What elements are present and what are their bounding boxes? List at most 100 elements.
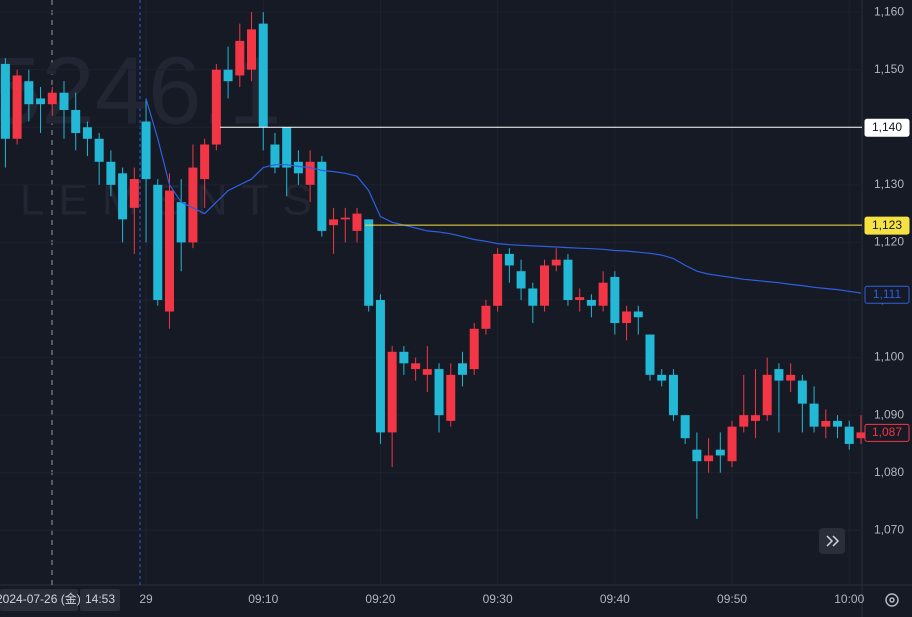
candle-body bbox=[223, 69, 233, 82]
y-tick-label: 1,100 bbox=[874, 350, 904, 364]
x-tick-label: 09:50 bbox=[717, 592, 747, 606]
candle-body bbox=[399, 351, 409, 364]
candle-body bbox=[680, 415, 690, 439]
settings-icon-core bbox=[889, 597, 895, 603]
y-tick-label: 1,150 bbox=[874, 62, 904, 76]
candle-body bbox=[668, 374, 678, 416]
price-label-box bbox=[864, 285, 910, 304]
candle-body bbox=[106, 161, 116, 185]
candle-body bbox=[317, 161, 327, 231]
crosshair-date: 2024-07-26 (金) bbox=[0, 591, 81, 606]
candle-body bbox=[692, 449, 702, 462]
candle-body bbox=[118, 173, 128, 220]
candle-body bbox=[411, 363, 421, 370]
price-label-box bbox=[864, 423, 910, 442]
candle-body bbox=[446, 374, 456, 421]
candle-body bbox=[188, 167, 198, 243]
x-tick-label: 09:10 bbox=[248, 592, 278, 606]
candle-body bbox=[352, 213, 362, 231]
candle-body bbox=[434, 369, 444, 416]
candle-body bbox=[340, 217, 350, 220]
candle-body bbox=[235, 40, 245, 76]
price-label-box bbox=[864, 216, 910, 235]
price-label: 1,123 bbox=[872, 218, 902, 232]
candle-body bbox=[422, 369, 432, 375]
x-tick-label: 10:00 bbox=[834, 592, 864, 606]
y-tick-label: 1,160 bbox=[874, 4, 904, 18]
x-tick-label: 09:20 bbox=[365, 592, 395, 606]
candle-body bbox=[575, 297, 585, 300]
plot: 1,0701,0801,0901,1001,1101,1201,1301,140… bbox=[0, 4, 910, 607]
crosshair-time: 14:53 bbox=[85, 592, 115, 606]
candle-body bbox=[809, 403, 819, 427]
candle-body bbox=[797, 380, 807, 404]
candle-body bbox=[727, 426, 737, 462]
x-tick-label: 09:40 bbox=[600, 592, 630, 606]
candle-body bbox=[176, 202, 186, 243]
candle-body bbox=[586, 299, 596, 306]
candle-body bbox=[704, 455, 714, 462]
candle-body bbox=[856, 432, 866, 439]
candle-body bbox=[282, 127, 292, 168]
y-tick-label: 1,070 bbox=[874, 522, 904, 536]
candle-body bbox=[833, 420, 843, 427]
candle-body bbox=[59, 92, 69, 110]
candle-body bbox=[24, 81, 34, 105]
price-label-box bbox=[864, 118, 910, 137]
candle-body bbox=[622, 311, 632, 324]
candle-body bbox=[364, 219, 374, 306]
scroll-button[interactable] bbox=[819, 528, 845, 554]
candle-body bbox=[293, 161, 303, 174]
price-label: 1,111 bbox=[873, 287, 902, 301]
candle-body bbox=[774, 369, 784, 381]
candle-body bbox=[457, 363, 467, 375]
candle-body bbox=[610, 276, 620, 324]
candle-body bbox=[786, 374, 796, 381]
crosshair-date-box bbox=[0, 589, 78, 611]
candle-body bbox=[762, 374, 772, 416]
watermark-code: 5246.1 bbox=[0, 37, 282, 144]
x-tick-label: 29 bbox=[139, 592, 153, 606]
candle-body bbox=[36, 98, 46, 105]
candle-body bbox=[598, 282, 608, 306]
candle-body bbox=[493, 253, 503, 306]
candle-body bbox=[844, 426, 854, 444]
candle-body bbox=[258, 23, 268, 128]
candle-body bbox=[375, 299, 385, 433]
candle-body bbox=[528, 288, 538, 306]
settings-icon[interactable] bbox=[885, 593, 899, 607]
candle-body bbox=[750, 415, 760, 421]
candle-body bbox=[141, 121, 151, 180]
candle-body bbox=[164, 190, 174, 312]
scroll-icon bbox=[826, 535, 840, 547]
crosshair-time-box bbox=[80, 589, 120, 611]
y-tick-label: 1,120 bbox=[874, 235, 904, 249]
candle-body bbox=[129, 179, 139, 208]
candle-body bbox=[563, 259, 573, 300]
candle-body bbox=[200, 144, 210, 180]
candle-body bbox=[469, 328, 479, 370]
candle-body bbox=[247, 29, 257, 70]
candle-body bbox=[516, 271, 526, 289]
candle-body bbox=[739, 415, 749, 427]
candle-body bbox=[387, 351, 397, 433]
candle-body bbox=[657, 374, 667, 381]
y-tick-label: 1,130 bbox=[874, 177, 904, 191]
price-label: 1,087 bbox=[872, 425, 902, 439]
settings-button[interactable] bbox=[885, 593, 899, 607]
candle-body bbox=[645, 334, 655, 375]
candle-body bbox=[481, 305, 491, 329]
candle-body bbox=[211, 69, 221, 145]
candle-body bbox=[504, 253, 514, 266]
y-tick-label: 1,090 bbox=[874, 407, 904, 421]
candle-body bbox=[71, 109, 81, 134]
candle-body bbox=[12, 75, 22, 139]
candle-body bbox=[0, 63, 10, 139]
candle-body bbox=[540, 265, 550, 306]
candle-body bbox=[270, 144, 280, 168]
candle-body bbox=[329, 219, 339, 226]
price-label: 1,140 bbox=[872, 120, 902, 134]
